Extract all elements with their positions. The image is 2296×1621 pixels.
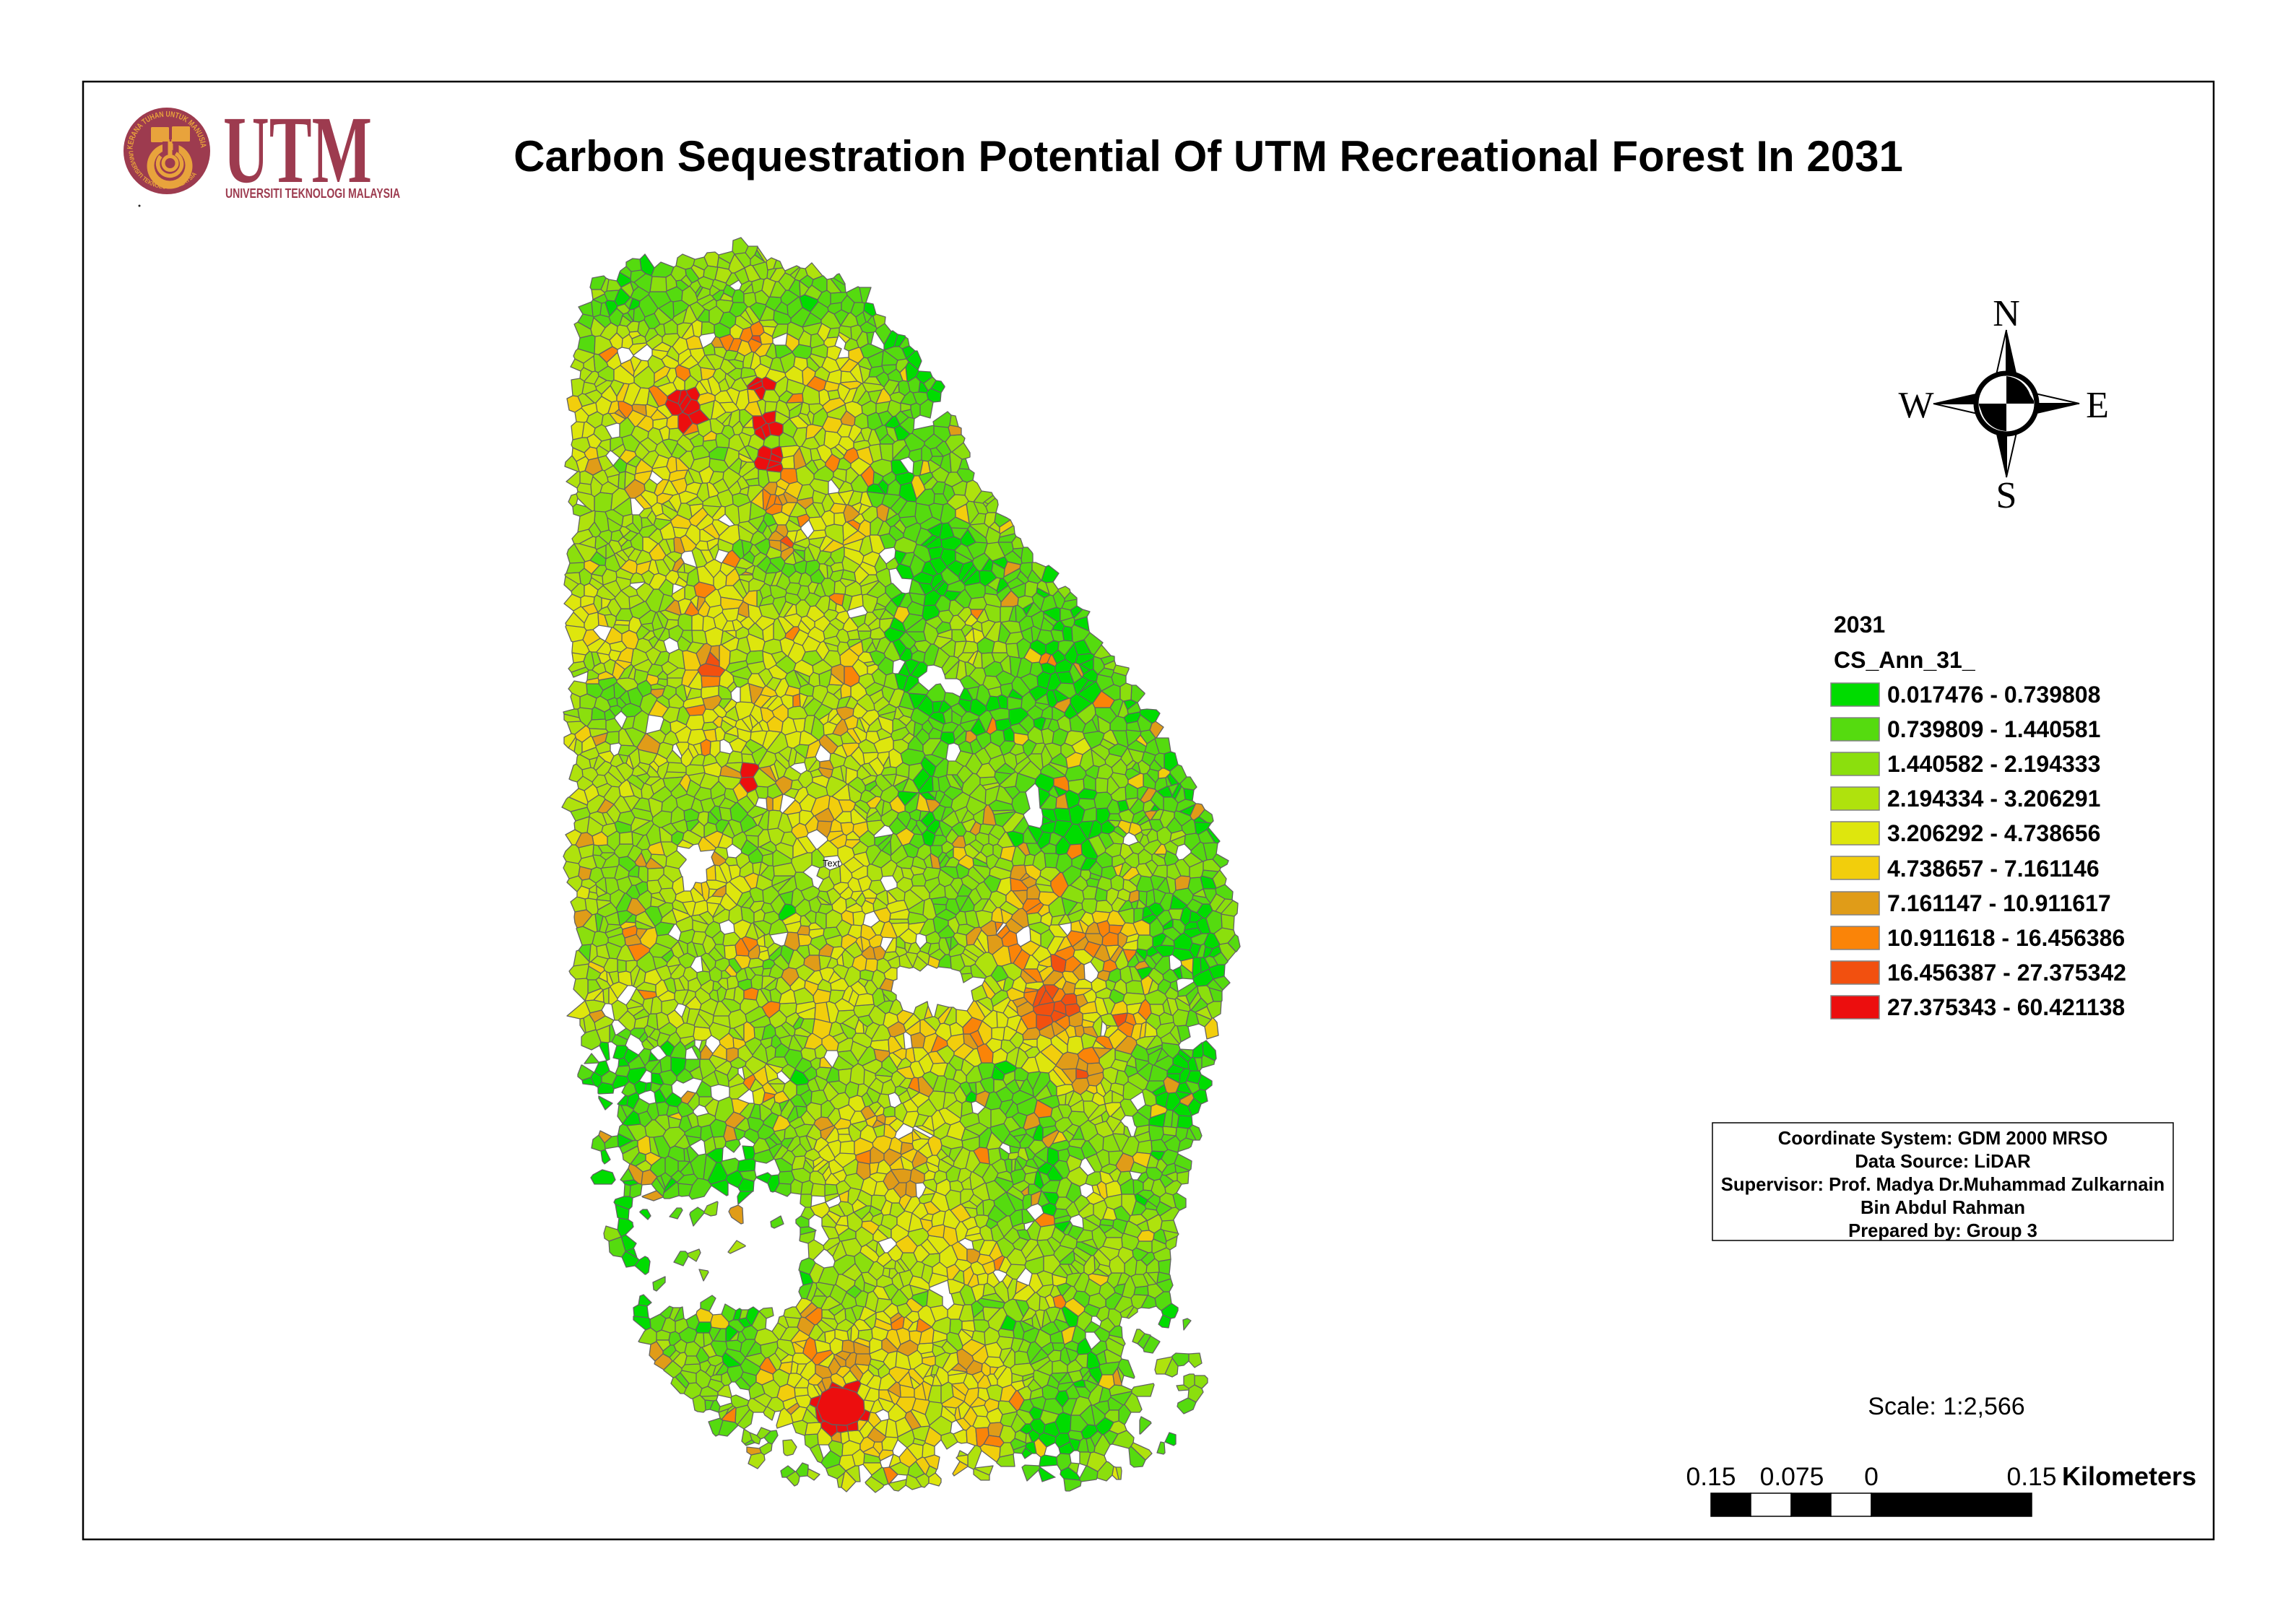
svg-text:Coordinate System: GDM 2000 MR: Coordinate System: GDM 2000 MRSO: [1778, 1129, 2108, 1149]
svg-text:4.738657 - 7.161146: 4.738657 - 7.161146: [1887, 856, 2100, 882]
svg-text:Scale: 1:2,566: Scale: 1:2,566: [1868, 1393, 2024, 1420]
svg-text:0.739809 - 1.440581: 0.739809 - 1.440581: [1887, 716, 2100, 742]
svg-text:2031: 2031: [1834, 612, 1885, 638]
svg-text:0.15: 0.15: [1686, 1462, 1736, 1491]
svg-text:0.017476 - 0.739808: 0.017476 - 0.739808: [1887, 682, 2100, 708]
svg-text:0.075: 0.075: [1760, 1462, 1824, 1491]
svg-text:E: E: [2086, 385, 2109, 426]
svg-text:Data Source: LiDAR: Data Source: LiDAR: [1855, 1152, 2030, 1172]
svg-text:Prepared by: Group 3: Prepared by: Group 3: [1848, 1221, 2037, 1241]
svg-text:16.456387 - 27.375342: 16.456387 - 27.375342: [1887, 960, 2126, 986]
svg-text:2.194334 - 3.206291: 2.194334 - 3.206291: [1887, 786, 2100, 812]
svg-text:0: 0: [1864, 1462, 1879, 1491]
svg-text:S: S: [1996, 475, 2017, 516]
svg-text:0.15: 0.15: [2006, 1462, 2056, 1491]
svg-text:Kilometers: Kilometers: [2062, 1461, 2196, 1491]
svg-text:UTM: UTM: [223, 96, 372, 203]
svg-text:Bin Abdul Rahman: Bin Abdul Rahman: [1860, 1198, 2025, 1218]
svg-text:10.911618 - 16.456386: 10.911618 - 16.456386: [1887, 925, 2125, 951]
svg-text:N: N: [1993, 293, 2020, 334]
svg-text:UNIVERSITI TEKNOLOGI MALAYSIA: UNIVERSITI TEKNOLOGI MALAYSIA: [225, 186, 400, 201]
svg-text:CS_Ann_31_: CS_Ann_31_: [1834, 647, 1976, 673]
svg-text:1.440582 - 2.194333: 1.440582 - 2.194333: [1887, 751, 2100, 777]
svg-text:Supervisor: Prof. Madya Dr.Muh: Supervisor: Prof. Madya Dr.Muhammad Zulk…: [1721, 1175, 2165, 1195]
svg-text:Text: Text: [823, 858, 840, 869]
svg-text:7.161147 - 10.911617: 7.161147 - 10.911617: [1887, 890, 2111, 916]
svg-text:Carbon Sequestration Potential: Carbon Sequestration Potential Of UTM Re…: [514, 132, 1903, 181]
svg-text:3.206292 - 4.738656: 3.206292 - 4.738656: [1887, 820, 2100, 846]
svg-text:W: W: [1898, 385, 1933, 426]
svg-text:27.375343 - 60.421138: 27.375343 - 60.421138: [1887, 994, 2125, 1020]
